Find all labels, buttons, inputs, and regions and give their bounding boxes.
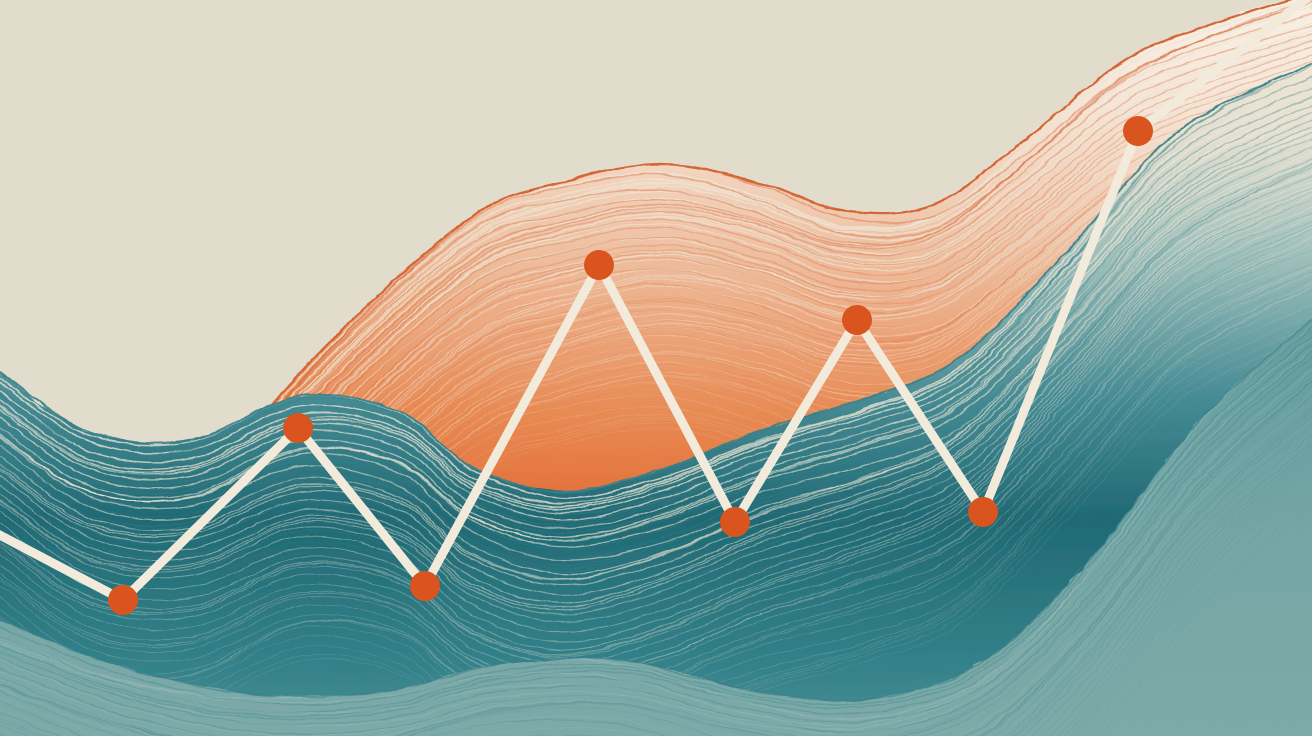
- hatch-line: [0, 434, 1312, 736]
- hatch-line: [0, 385, 1312, 736]
- teal-base-hatching: [0, 320, 1312, 736]
- hatch-line: [0, 377, 1312, 736]
- hatch-line: [0, 82, 1312, 508]
- hatch-line: [0, 398, 1312, 736]
- hatch-line: [0, 477, 1312, 736]
- hatch-line: [0, 191, 1312, 623]
- hatch-line: [0, 242, 1312, 679]
- hatch-line: [0, 75, 1312, 516]
- hatch-line: [0, 324, 1312, 727]
- hatch-line: [0, 415, 1312, 736]
- hatch-line: [0, 407, 1312, 736]
- hatch-line: [0, 228, 1312, 657]
- hatch-line: [0, 342, 1312, 718]
- hatch-line: [0, 419, 1312, 736]
- hatch-line: [0, 65, 1312, 503]
- data-series-primary-line: [0, 0, 1312, 615]
- hatch-line: [0, 103, 1312, 521]
- data-point-marker[interactable]: [108, 585, 138, 615]
- data-point-marker[interactable]: [283, 413, 313, 443]
- hatch-line: [0, 86, 1312, 523]
- hatch-line: [0, 161, 1312, 596]
- hatch-line: [0, 509, 1312, 736]
- hatch-line: [0, 410, 1312, 736]
- data-point-marker[interactable]: [584, 250, 614, 280]
- data-point-marker[interactable]: [968, 497, 998, 527]
- hatch-line: [0, 224, 1312, 649]
- hatch-line: [0, 206, 1312, 655]
- hatch-line: [0, 459, 1312, 736]
- hatch-line: [0, 174, 1312, 615]
- series-polyline: [0, 0, 1312, 605]
- teal-band-outline: [0, 63, 1312, 494]
- hatch-line: [0, 164, 1312, 596]
- hatch-line: [0, 489, 1312, 736]
- hatch-line: [0, 358, 1312, 736]
- teal-base-outline: [0, 319, 1312, 702]
- hatch-line: [0, 439, 1312, 736]
- hatch-line: [0, 171, 1312, 604]
- hatch-line: [0, 395, 1312, 736]
- hatch-line: [0, 464, 1312, 736]
- hatch-line: [0, 433, 1312, 736]
- hatch-line: [0, 187, 1312, 617]
- hatch-line: [0, 162, 1312, 609]
- hatch-line: [0, 447, 1312, 736]
- hatch-line: [0, 212, 1312, 642]
- data-point-marker[interactable]: [842, 305, 872, 335]
- hatch-line: [0, 469, 1312, 736]
- hatch-line: [0, 380, 1312, 736]
- hatch-line: [0, 130, 1312, 560]
- hatch-line: [0, 235, 1312, 664]
- hatch-line: [0, 505, 1312, 736]
- hatch-line: [0, 522, 1312, 736]
- hatch-line: [0, 385, 1312, 736]
- hatch-line: [0, 500, 1312, 736]
- hatch-line: [0, 376, 1312, 736]
- teal-base-group: [0, 319, 1312, 736]
- data-point-marker[interactable]: [1123, 116, 1153, 146]
- hatch-line: [0, 199, 1312, 634]
- data-point-marker[interactable]: [720, 507, 750, 537]
- hatch-line: [0, 133, 1312, 548]
- hatch-line: [0, 137, 1312, 567]
- teal-base-fill: [0, 320, 1312, 736]
- hatch-line: [0, 95, 1312, 527]
- hatch-line: [0, 455, 1312, 736]
- hatch-line: [0, 125, 1312, 551]
- hatch-line: [0, 220, 1312, 646]
- hatch-line: [0, 441, 1312, 736]
- hatch-line: [0, 368, 1312, 736]
- hatch-line: [0, 184, 1312, 611]
- hatch-line: [0, 336, 1312, 731]
- hatch-line: [0, 364, 1312, 736]
- hatch-line: [0, 451, 1312, 736]
- hatch-line: [0, 406, 1312, 736]
- hatch-line: [0, 432, 1312, 736]
- hatch-line: [0, 91, 1312, 510]
- hatch-line: [0, 425, 1312, 736]
- hatch-line: [0, 348, 1312, 735]
- series-marker-group: [108, 116, 1153, 615]
- hatch-line: [0, 392, 1312, 736]
- hatch-line: [0, 234, 1312, 668]
- hatch-line: [0, 73, 1312, 505]
- teal-band-fill: [0, 64, 1312, 736]
- hatch-line: [0, 199, 1312, 651]
- hatch-line: [0, 194, 1312, 643]
- hatch-line: [0, 127, 1312, 562]
- hatch-line: [0, 320, 1312, 720]
- data-point-marker[interactable]: [410, 571, 440, 601]
